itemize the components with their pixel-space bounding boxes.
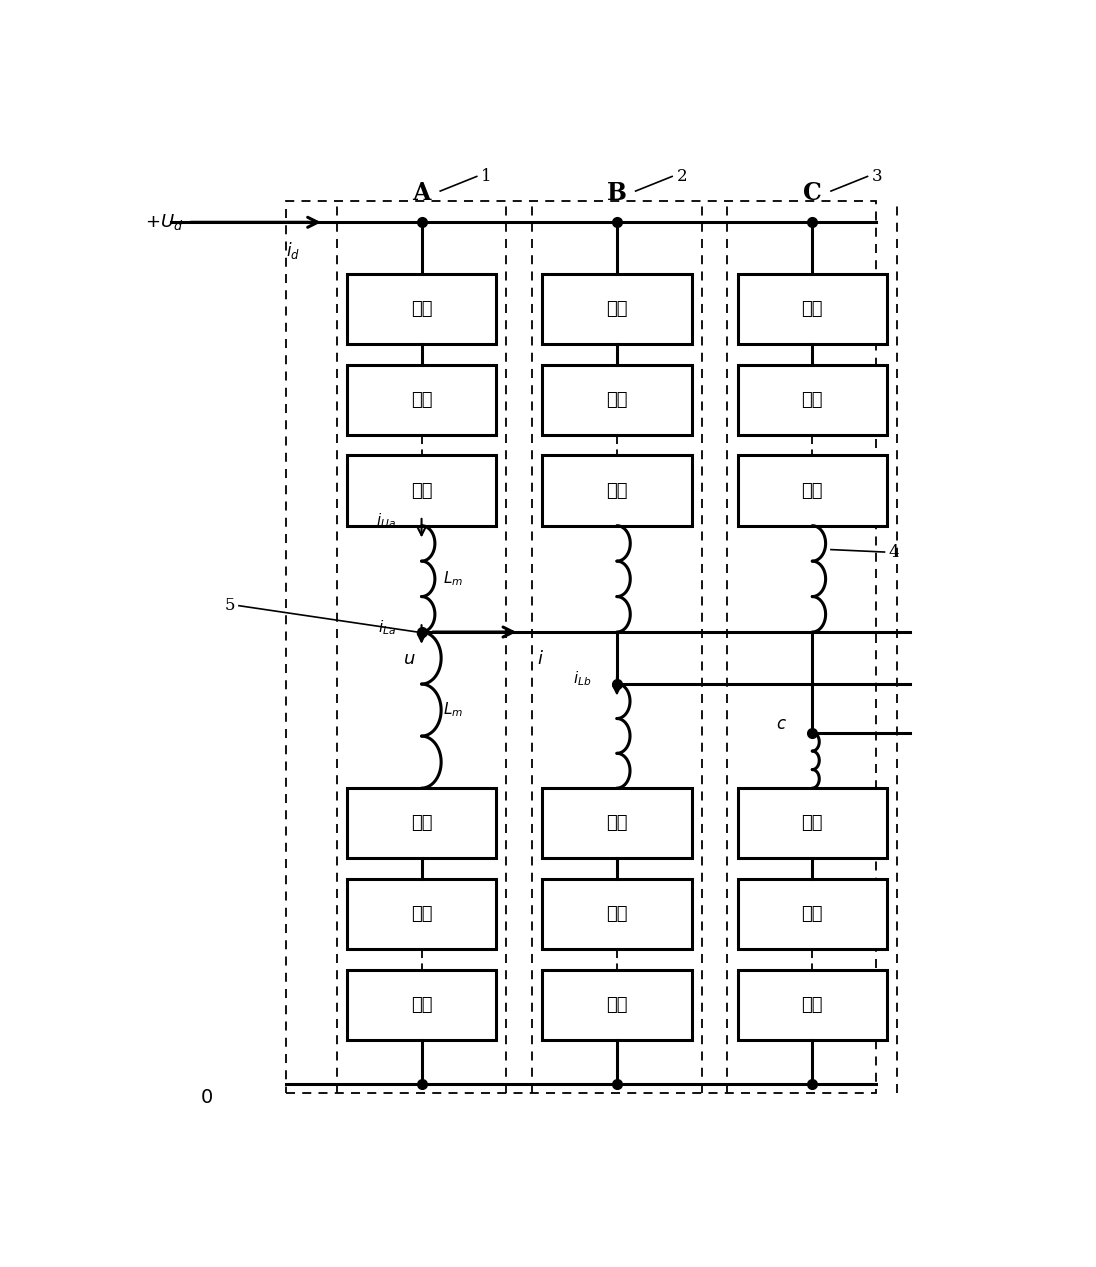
Text: C: C: [803, 181, 822, 205]
Bar: [543, 274, 692, 345]
Text: A: A: [412, 181, 431, 205]
Text: 半桥: 半桥: [801, 390, 823, 409]
Text: 半桥: 半桥: [606, 815, 628, 832]
Bar: [738, 969, 887, 1040]
Text: 半桥: 半桥: [411, 905, 432, 922]
Text: 半桥: 半桥: [606, 996, 628, 1014]
Text: 半桥: 半桥: [801, 815, 823, 832]
Text: 半桥: 半桥: [411, 300, 432, 318]
Text: $i$: $i$: [537, 650, 544, 668]
Bar: [543, 879, 692, 949]
Bar: [543, 365, 692, 435]
Text: $i_{La}$: $i_{La}$: [378, 618, 396, 636]
Text: 半桥: 半桥: [606, 390, 628, 409]
Text: B: B: [607, 181, 627, 205]
Bar: [346, 274, 496, 345]
Bar: [346, 969, 496, 1040]
Text: $+U_d$: $+U_d$: [146, 213, 184, 232]
Bar: [346, 455, 496, 526]
Bar: [543, 969, 692, 1040]
Bar: [543, 455, 692, 526]
Text: 半桥: 半桥: [606, 905, 628, 922]
Text: 半桥: 半桥: [411, 996, 432, 1014]
Text: 半桥: 半桥: [801, 300, 823, 318]
Bar: [346, 788, 496, 858]
Text: 半桥: 半桥: [606, 300, 628, 318]
Text: 半桥: 半桥: [801, 905, 823, 922]
Bar: [738, 365, 887, 435]
Text: $i_d$: $i_d$: [286, 239, 299, 261]
Text: $c$: $c$: [776, 716, 787, 734]
Text: 半桥: 半桥: [411, 481, 432, 499]
Bar: [286, 200, 876, 1093]
Text: 1: 1: [481, 169, 492, 185]
Bar: [738, 879, 887, 949]
Text: 半桥: 半桥: [801, 481, 823, 499]
Bar: [738, 455, 887, 526]
Bar: [543, 788, 692, 858]
Text: 半桥: 半桥: [411, 390, 432, 409]
Bar: [738, 788, 887, 858]
Text: $L_m$: $L_m$: [443, 569, 463, 588]
Text: $0$: $0$: [201, 1088, 214, 1106]
Text: 2: 2: [676, 169, 687, 185]
Text: 3: 3: [871, 169, 882, 185]
Bar: [346, 365, 496, 435]
Text: $u$: $u$: [402, 650, 415, 668]
Text: $i_{Lb}$: $i_{Lb}$: [573, 669, 592, 688]
Bar: [738, 274, 887, 345]
Text: 5: 5: [225, 597, 235, 614]
Text: $L_m$: $L_m$: [443, 701, 463, 720]
Text: 4: 4: [889, 544, 900, 560]
Text: 半桥: 半桥: [411, 815, 432, 832]
Bar: [346, 879, 496, 949]
Text: 半桥: 半桥: [801, 996, 823, 1014]
Text: $i_{Ua}$: $i_{Ua}$: [376, 512, 396, 530]
Text: 半桥: 半桥: [606, 481, 628, 499]
